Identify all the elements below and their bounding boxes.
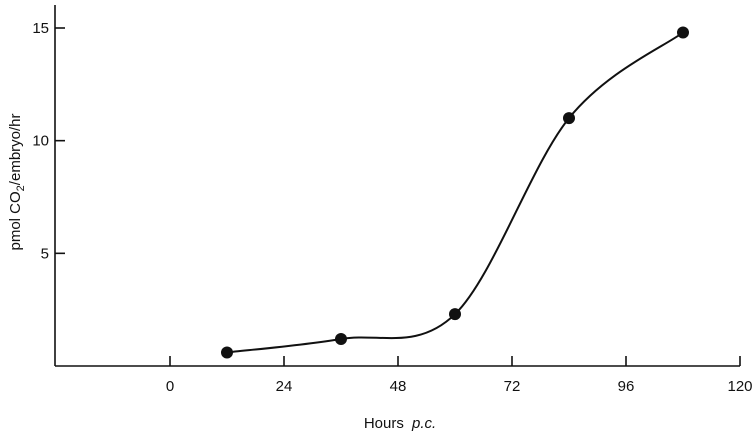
x-ticks: 0 24 48 72 96 120: [166, 356, 753, 395]
x-tick-label: 120: [727, 378, 752, 395]
y-axis-title-sub: 2: [15, 185, 27, 191]
x-tick-label: 96: [618, 378, 635, 395]
data-point: [677, 26, 689, 39]
x-tick-label: 24: [276, 378, 293, 395]
y-axis-title-post: /embryo/hr: [7, 113, 24, 185]
y-axis-title: pmol CO2/embryo/hr: [7, 113, 27, 250]
y-tick-label: 5: [41, 245, 49, 262]
data-point: [221, 346, 233, 359]
x-axis-title-main: Hours: [364, 415, 404, 432]
y-ticks: 5 10 15: [32, 20, 65, 262]
y-tick-label: 10: [32, 133, 49, 150]
data-point: [563, 112, 575, 125]
x-axis-title: Hours p.c.: [364, 415, 436, 432]
data-points: [221, 26, 689, 359]
x-axis-title-suffix: p.c.: [411, 415, 436, 432]
axes: [54, 5, 740, 367]
x-tick-label: 0: [166, 378, 174, 395]
series-curve: [226, 31, 684, 354]
y-tick-label: 15: [32, 20, 49, 37]
data-point: [449, 308, 461, 321]
x-tick-label: 72: [504, 378, 521, 395]
y-axis-title-pre: pmol CO: [7, 191, 24, 250]
x-tick-label: 48: [390, 378, 407, 395]
data-point: [335, 332, 347, 345]
